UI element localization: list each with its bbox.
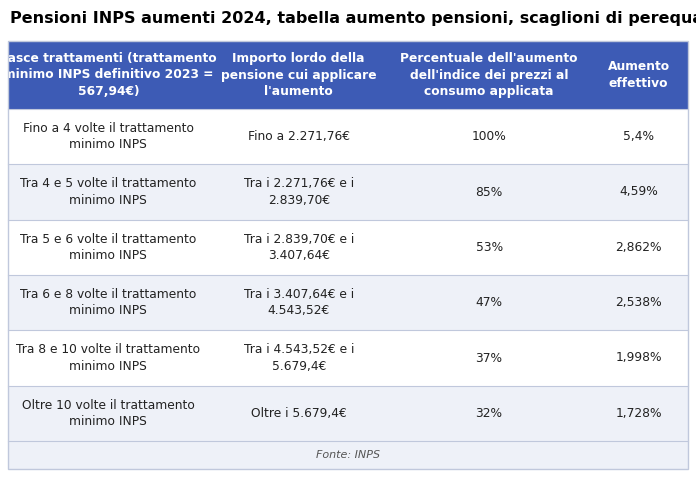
Text: 32%: 32% (475, 407, 503, 420)
Text: 1,998%: 1,998% (615, 352, 662, 365)
Text: Tra i 2.271,76€ e i
2.839,70€: Tra i 2.271,76€ e i 2.839,70€ (244, 177, 354, 207)
Text: 2,862%: 2,862% (615, 241, 662, 254)
Text: 4,59%: 4,59% (619, 185, 658, 199)
Text: 53%: 53% (475, 241, 503, 254)
Text: Tra 5 e 6 volte il trattamento
minimo INPS: Tra 5 e 6 volte il trattamento minimo IN… (20, 233, 196, 262)
Text: Importo lordo della
pensione cui applicare
l'aumento: Importo lordo della pensione cui applica… (221, 52, 377, 98)
Bar (8, 41, 688, 109)
Text: Oltre i 5.679,4€: Oltre i 5.679,4€ (251, 407, 347, 420)
Text: 100%: 100% (472, 130, 507, 143)
Bar (8, 441, 688, 469)
Text: Fasce trattamenti (trattamento
minimo INPS definitivo 2023 =
567,94€): Fasce trattamenti (trattamento minimo IN… (0, 52, 216, 98)
Text: Fonte: INPS: Fonte: INPS (316, 450, 380, 460)
Bar (8, 385, 688, 441)
Bar (8, 220, 688, 275)
Text: Tra 4 e 5 volte il trattamento
minimo INPS: Tra 4 e 5 volte il trattamento minimo IN… (20, 177, 196, 207)
Bar (8, 109, 688, 164)
Text: 1,728%: 1,728% (615, 407, 662, 420)
Text: Fino a 2.271,76€: Fino a 2.271,76€ (248, 130, 349, 143)
Bar (8, 275, 688, 330)
Text: Fino a 4 volte il trattamento
minimo INPS: Fino a 4 volte il trattamento minimo INP… (23, 122, 193, 151)
Text: Tra i 3.407,64€ e i
4.543,52€: Tra i 3.407,64€ e i 4.543,52€ (244, 288, 354, 317)
Text: Tra i 4.543,52€ e i
5.679,4€: Tra i 4.543,52€ e i 5.679,4€ (244, 343, 354, 373)
Text: 85%: 85% (475, 185, 503, 199)
Text: 2,538%: 2,538% (615, 296, 662, 309)
Bar (8, 164, 688, 220)
Text: 37%: 37% (475, 352, 503, 365)
Text: Tra 8 e 10 volte il trattamento
minimo INPS: Tra 8 e 10 volte il trattamento minimo I… (16, 343, 200, 373)
Text: 47%: 47% (475, 296, 503, 309)
Text: Oltre 10 volte il trattamento
minimo INPS: Oltre 10 volte il trattamento minimo INP… (22, 398, 195, 428)
Bar (8, 330, 688, 385)
Bar (8, 41, 688, 469)
Text: Tra 6 e 8 volte il trattamento
minimo INPS: Tra 6 e 8 volte il trattamento minimo IN… (20, 288, 196, 317)
Text: Pensioni INPS aumenti 2024, tabella aumento pensioni, scaglioni di perequazione: Pensioni INPS aumenti 2024, tabella aume… (10, 11, 696, 26)
Text: Aumento
effettivo: Aumento effettivo (608, 60, 670, 90)
Text: Percentuale dell'aumento
dell'indice dei prezzi al
consumo applicata: Percentuale dell'aumento dell'indice dei… (400, 52, 578, 98)
Text: Tra i 2.839,70€ e i
3.407,64€: Tra i 2.839,70€ e i 3.407,64€ (244, 233, 354, 262)
Text: 5,4%: 5,4% (623, 130, 654, 143)
